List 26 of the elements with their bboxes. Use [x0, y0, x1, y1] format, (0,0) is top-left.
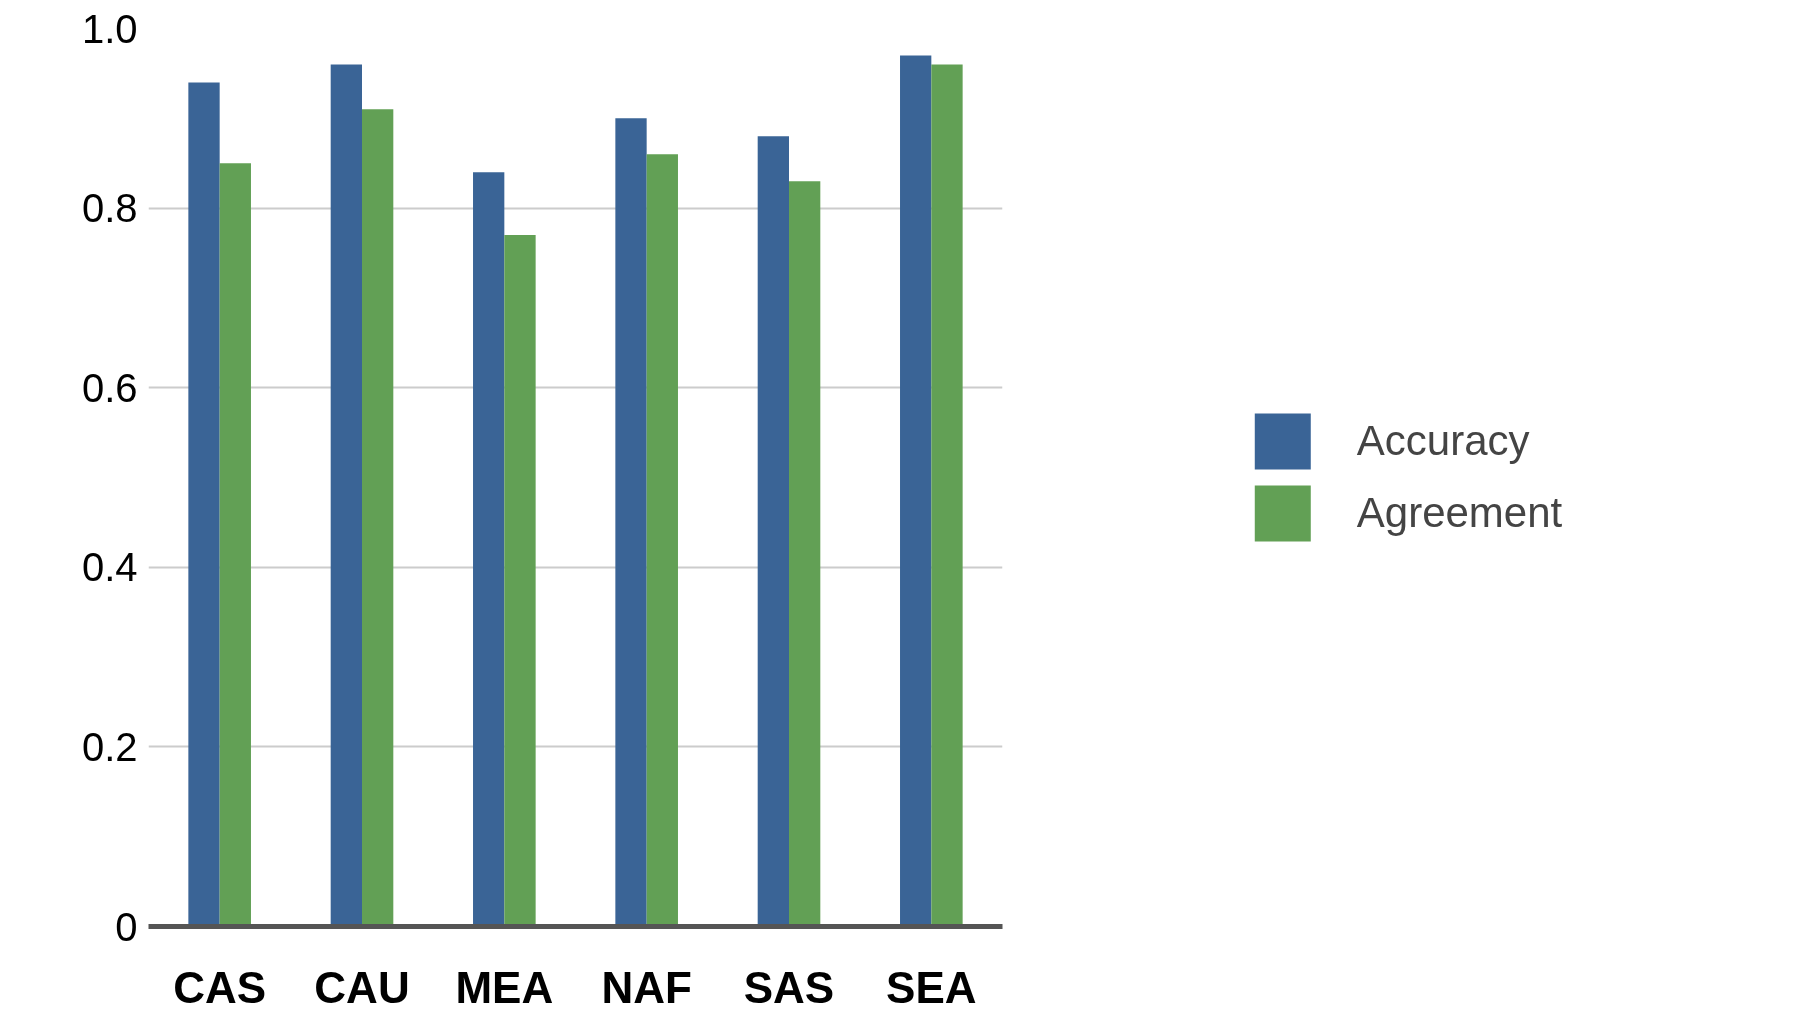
legend-label: Accuracy	[1356, 417, 1530, 465]
bar	[219, 163, 251, 927]
x-tick-label: MEA	[455, 962, 554, 1012]
bar	[615, 118, 647, 927]
bar	[900, 55, 932, 927]
bar	[757, 136, 789, 927]
y-tick-label: 0	[115, 904, 138, 949]
bar	[188, 82, 220, 927]
x-tick-label: CAS	[173, 962, 267, 1012]
bar	[931, 64, 963, 927]
y-tick-label: 0.4	[81, 545, 138, 590]
bar	[646, 154, 678, 927]
y-tick-label: 0.2	[81, 724, 138, 769]
bar	[473, 172, 505, 927]
y-tick-label: 0.8	[81, 186, 138, 231]
y-tick-label: 1.0	[81, 6, 138, 51]
y-tick-label: 0.6	[81, 365, 138, 410]
bar	[330, 64, 362, 927]
bar	[504, 235, 536, 927]
x-tick-label: CAU	[314, 962, 410, 1012]
x-tick-label: NAF	[601, 962, 692, 1012]
legend-label: Agreement	[1356, 489, 1563, 537]
x-tick-label: SAS	[743, 962, 835, 1012]
bar	[789, 181, 821, 927]
bar	[362, 109, 394, 927]
x-tick-label: SEA	[886, 962, 977, 1012]
